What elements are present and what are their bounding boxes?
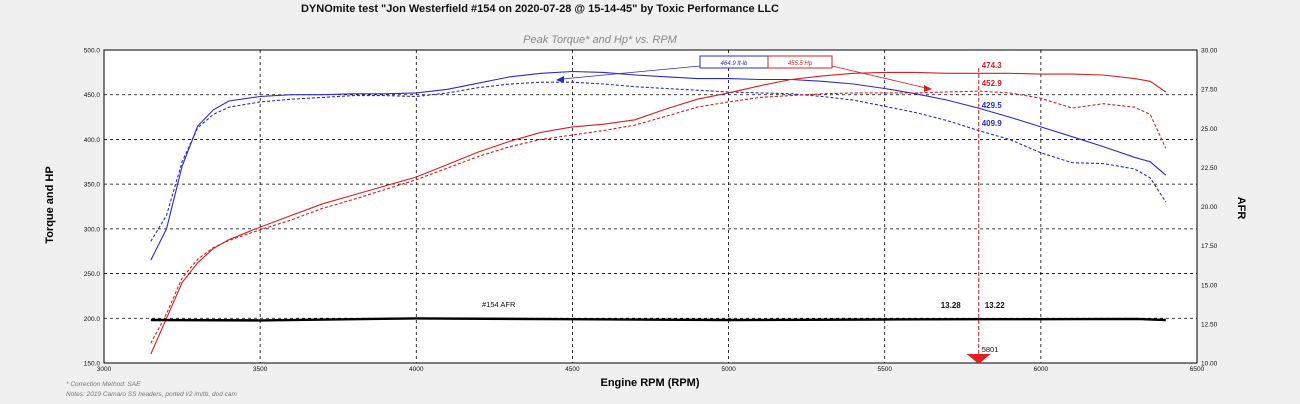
plot-frame bbox=[103, 49, 1198, 364]
legend-hp-label: 455.5 Hp bbox=[788, 61, 813, 67]
legend-torque-label: 464.9 ft-lb bbox=[721, 61, 748, 67]
readout-torque: 429.5 bbox=[982, 101, 1003, 110]
readout-hp: 452.9 bbox=[982, 79, 1003, 88]
series-line-afr bbox=[150, 317, 1166, 322]
y-tick-label: 450.0 bbox=[84, 92, 101, 99]
readout-afr: 13.22 bbox=[985, 301, 1006, 310]
chart-subtitle: Peak Torque* and Hp* vs. RPM bbox=[523, 34, 677, 46]
series-line-hp bbox=[150, 71, 1167, 355]
x-axis-label: Engine RPM (RPM) bbox=[600, 377, 700, 389]
series-line-torque-baseline bbox=[150, 81, 1167, 242]
y2-tick-label: 27.50 bbox=[1201, 87, 1218, 94]
y-tick-label: 250.0 bbox=[84, 271, 101, 278]
chart-title: DYNOmite test "Jon Westerfield #154 on 2… bbox=[300, 3, 780, 15]
x-tick-label: 6500 bbox=[1190, 366, 1205, 373]
x-tick-label: 4500 bbox=[565, 366, 580, 373]
x-tick-label: 5500 bbox=[877, 366, 892, 373]
series-line-hp-baseline bbox=[150, 90, 1167, 344]
readout-afr: 13.28 bbox=[941, 301, 962, 310]
legend-pointer-hp bbox=[831, 65, 927, 89]
notes-text: Notes: 2019 Camaro SS headers, ported l/… bbox=[66, 391, 237, 398]
x-tick-label: 4000 bbox=[409, 366, 424, 373]
legend-arrow-torque bbox=[556, 76, 564, 83]
y-tick-label: 400.0 bbox=[84, 137, 101, 144]
readout-torque: 409.9 bbox=[982, 119, 1003, 128]
x-tick-label: 6000 bbox=[1034, 366, 1049, 373]
x-tick-label: 5000 bbox=[721, 366, 736, 373]
y2-tick-label: 10.00 bbox=[1201, 361, 1218, 368]
y-tick-label: 200.0 bbox=[84, 316, 101, 323]
rpm-marker-label: 5801 bbox=[982, 345, 999, 354]
y-tick-label: 350.0 bbox=[84, 182, 101, 189]
legend-arrow-hp bbox=[924, 85, 932, 92]
y2-tick-label: 12.50 bbox=[1201, 321, 1218, 328]
y2-tick-label: 25.00 bbox=[1201, 126, 1218, 133]
y2-tick-label: 22.50 bbox=[1201, 165, 1218, 172]
y-tick-label: 300.0 bbox=[84, 226, 101, 233]
y2-tick-label: 20.00 bbox=[1201, 204, 1218, 211]
y2-tick-label: 15.00 bbox=[1201, 282, 1218, 289]
y-tick-label: 150.0 bbox=[84, 361, 101, 368]
legend-box-hp bbox=[767, 55, 833, 69]
y2-tick-label: 17.50 bbox=[1201, 243, 1218, 250]
x-tick-label: 3500 bbox=[253, 366, 268, 373]
legend-pointer-torque bbox=[561, 65, 701, 80]
readout-hp: 474.3 bbox=[982, 61, 1003, 70]
rpm-marker-triangle bbox=[966, 354, 991, 364]
correction-note: * Correction Method: SAE bbox=[66, 381, 141, 388]
afr-series-label: #154 AFR bbox=[482, 300, 516, 309]
y2-tick-label: 30.00 bbox=[1201, 48, 1218, 55]
series-line-torque bbox=[150, 70, 1167, 261]
x-tick-label: 3000 bbox=[97, 366, 112, 373]
y-tick-label: 500.0 bbox=[84, 48, 101, 55]
